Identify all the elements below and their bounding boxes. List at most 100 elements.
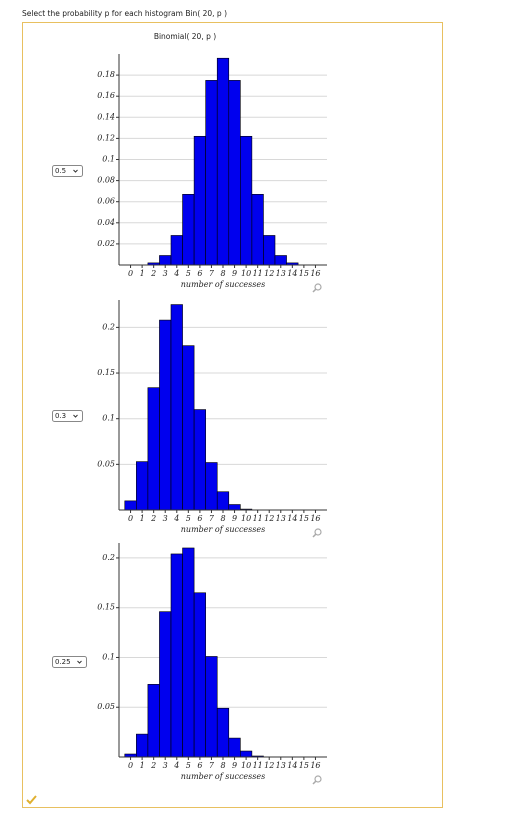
y-tick-label: 0.02: [97, 239, 115, 248]
x-tick-label: 14: [287, 761, 297, 770]
y-tick-label: 0.15: [97, 368, 115, 377]
x-tick-label: 4: [173, 761, 179, 770]
select-chevron: [77, 660, 82, 664]
zoom-icon[interactable]: [314, 775, 322, 783]
select-value: 0.25: [55, 658, 71, 666]
check-icon: [26, 795, 37, 805]
zoom-handle: [312, 288, 317, 293]
bar: [193, 592, 206, 758]
bar: [228, 504, 241, 511]
x-tick-label: 14: [287, 514, 297, 523]
x-tick-label: 2: [150, 761, 156, 770]
x-tick-label: 0: [128, 761, 133, 770]
x-tick-label: 6: [197, 514, 202, 523]
y-tick-label: 0.15: [97, 603, 115, 612]
bar: [182, 547, 195, 758]
bar: [263, 235, 276, 266]
y-tick-label: 0.16: [97, 91, 115, 100]
x-tick-label: 4: [173, 514, 179, 523]
x-tick-label: 11: [253, 269, 263, 278]
x-tick-label: 10: [241, 269, 251, 278]
probability-select[interactable]: [52, 656, 87, 668]
x-axis-label: number of successes: [181, 772, 265, 781]
x-tick-label: 11: [253, 761, 263, 770]
bar: [159, 319, 172, 511]
y-tick-label: 0.05: [97, 459, 115, 468]
bar: [136, 461, 149, 511]
x-tick-label: 7: [209, 514, 215, 523]
bar: [216, 491, 230, 511]
zoom-handle: [312, 533, 317, 538]
probability-select[interactable]: [52, 410, 83, 422]
question-box: [22, 22, 443, 808]
y-tick-label: 0.14: [97, 112, 115, 121]
x-tick-label: 15: [299, 269, 309, 278]
bar: [124, 500, 137, 511]
prompt: Select the probability p for each histog…: [22, 9, 227, 18]
bar: [205, 462, 218, 511]
bar: [136, 733, 149, 758]
probability-select[interactable]: [52, 165, 83, 177]
x-tick-label: 8: [220, 514, 225, 523]
x-tick-label: 7: [209, 269, 215, 278]
y-tick-label: 0.18: [97, 70, 115, 79]
bar: [216, 707, 230, 758]
bar: [182, 345, 195, 511]
x-tick-label: 3: [163, 761, 168, 770]
x-tick-label: 8: [220, 269, 225, 278]
x-tick-label: 0: [128, 514, 133, 523]
x-tick-label: 6: [197, 269, 202, 278]
x-tick-label: 15: [299, 761, 309, 770]
select-value: 0.5: [55, 167, 66, 175]
y-tick-label: 0.04: [97, 218, 115, 227]
x-tick-label: 1: [140, 761, 145, 770]
bar: [159, 255, 172, 266]
x-tick-label: 9: [232, 761, 237, 770]
y-tick-label: 0.1: [102, 155, 115, 164]
x-axis-label: number of successes: [181, 525, 265, 534]
x-tick-label: 16: [310, 514, 320, 523]
bar: [216, 57, 230, 266]
x-tick-label: 1: [140, 269, 145, 278]
bar: [170, 304, 183, 511]
bar: [147, 387, 160, 511]
x-tick-label: 4: [173, 269, 179, 278]
bar: [159, 611, 172, 758]
x-axis-label: number of successes: [181, 280, 265, 289]
zoom-icon[interactable]: [314, 528, 322, 536]
x-tick-label: 5: [186, 761, 191, 770]
x-tick-label: 2: [150, 514, 156, 523]
x-tick-label: 15: [299, 514, 309, 523]
x-tick-label: 5: [186, 269, 191, 278]
select-chevron: [73, 414, 78, 418]
bar: [240, 750, 253, 758]
x-tick-label: 12: [264, 269, 274, 278]
bar: [251, 194, 264, 266]
y-tick-label: 0.05: [97, 702, 115, 711]
x-tick-label: 2: [150, 269, 156, 278]
x-tick-label: 7: [209, 761, 215, 770]
x-tick-label: 16: [310, 761, 320, 770]
y-tick-label: 0.1: [102, 652, 115, 661]
x-tick-label: 11: [253, 514, 263, 523]
x-tick-label: 13: [276, 761, 286, 770]
select-value: 0.3: [55, 412, 66, 420]
x-tick-label: 8: [220, 761, 225, 770]
y-tick-label: 0.2: [102, 553, 115, 562]
y-tick-label: 0.1: [102, 414, 115, 423]
x-tick-label: 9: [232, 269, 237, 278]
x-tick-label: 13: [276, 514, 286, 523]
x-tick-label: 3: [163, 514, 168, 523]
zoom-handle: [312, 780, 317, 785]
x-tick-label: 13: [276, 269, 286, 278]
bar: [170, 553, 183, 758]
bar: [182, 194, 195, 266]
x-tick-label: 12: [264, 514, 274, 523]
bar: [205, 80, 218, 266]
x-tick-label: 6: [197, 761, 202, 770]
zoom-icon[interactable]: [314, 283, 322, 291]
y-tick-label: 0.06: [97, 197, 115, 206]
bar: [205, 656, 218, 758]
